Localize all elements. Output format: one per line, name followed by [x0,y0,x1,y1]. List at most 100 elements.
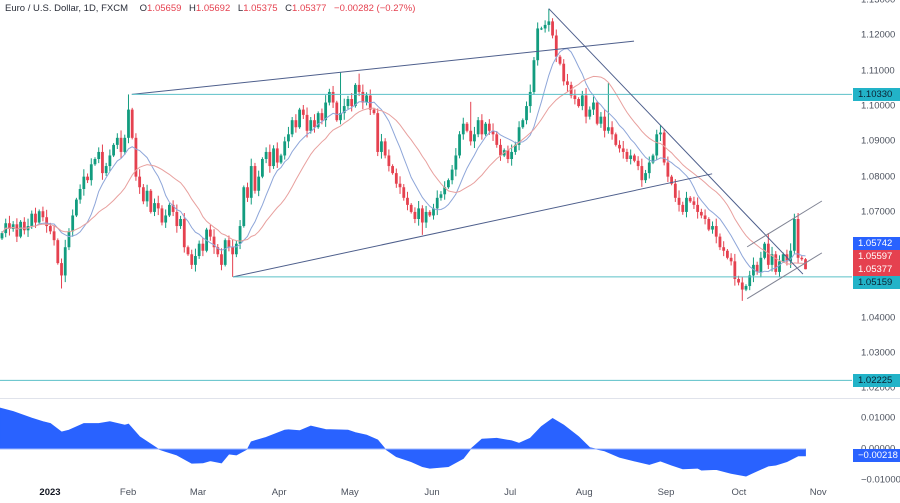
last-price-label: 1.05377 [853,262,900,276]
candle [52,225,56,246]
candle [331,85,335,108]
candle [711,221,714,234]
candle [621,141,625,159]
candle [194,248,197,272]
trendline-descending[interactable] [548,8,804,275]
candle [566,73,569,92]
candle [473,126,476,149]
candle [123,134,127,155]
low-value: 1.05375 [243,3,278,14]
candle [633,153,636,163]
candle [792,213,796,254]
pane-divider[interactable] [0,398,900,399]
price-tick-label: 1.10000 [861,100,896,112]
candle [249,158,253,205]
candle [703,209,707,225]
ohlc-low: L1.05375 [238,3,278,14]
channel-line-upper[interactable] [746,200,823,248]
candle [722,241,726,257]
time-axis[interactable]: 2023 Feb Mar Apr May Jun Jul Aug Sep Oct Nov [0,485,852,503]
candle [97,147,101,164]
open-key: O [139,3,148,14]
candle [517,121,521,151]
price-tick-label: 1.09000 [861,135,896,147]
candle [480,114,484,140]
candle [108,149,112,172]
candle [804,258,807,270]
candle [770,246,774,272]
candle [339,72,342,125]
candle [636,156,640,171]
high-key: H [189,3,196,14]
indicator-value-label: −0.00218 [853,449,900,463]
candle [699,208,703,219]
candle [346,95,350,109]
candle [659,125,662,141]
price-chart-pane[interactable] [0,0,852,398]
candle [685,191,688,218]
candle [521,118,525,129]
candle [268,144,272,173]
candle [413,207,417,224]
candle [569,81,573,99]
candle [755,261,759,275]
candle [119,130,123,159]
candle [584,88,588,124]
candle [688,196,692,203]
candle [86,173,89,184]
indicator-tick-label: −0.01000 [861,474,900,485]
candle [536,22,540,66]
candle [610,121,614,140]
candle [37,209,41,225]
candle [766,233,770,269]
candle [729,253,733,266]
candle [595,100,599,126]
trendline-upper-rising[interactable] [131,40,635,95]
price-tick-label: 1.11000 [861,65,895,77]
symbol-title[interactable]: Euro / U.S. Dollar, 1D, FXCM [5,3,129,14]
candle [454,148,458,177]
level-label-1.02225: 1.02225 [853,373,900,387]
candle [409,203,413,214]
candle [394,168,398,188]
candle [145,184,149,207]
candle [171,200,175,217]
candle [432,203,435,220]
indicator-pane[interactable] [0,400,852,485]
candles [0,8,807,301]
ohlc-high: H1.05692 [189,3,230,14]
candle [692,196,696,210]
candle [354,83,357,108]
candle [294,114,298,133]
candle [525,101,528,125]
candle [316,111,320,129]
price-axis[interactable]: 1.13000 1.12000 1.11000 1.10000 1.09000 1.080… [852,0,900,398]
candle [298,107,301,129]
price-tick-label: 1.13000 [861,0,896,6]
trendline-lower-rising[interactable] [232,173,713,278]
candle [160,205,164,226]
oscillator-area [0,407,806,477]
candle [491,123,495,141]
price-tick-label: 1.02000 [861,382,896,394]
ma-fast-value-label: 1.05742 [853,236,900,250]
candle [424,205,428,228]
candle [89,158,93,186]
candle [220,248,223,271]
ma-slow-value-label: 1.05597 [853,249,900,263]
level-label-1.10330: 1.10330 [853,87,900,101]
candle [673,179,677,202]
candle [744,284,748,292]
candle [164,209,168,228]
candle [130,107,134,140]
candle [380,133,383,159]
candle [513,141,517,155]
indicator-axis[interactable]: 0.01000 0.00000 −0.01000 −0.00218 [852,400,900,485]
candle [402,184,406,201]
candle [264,147,268,164]
candle [640,158,644,187]
candle [231,239,235,277]
candle [417,200,421,226]
channel-line-lower[interactable] [746,252,823,300]
candle [138,169,142,194]
